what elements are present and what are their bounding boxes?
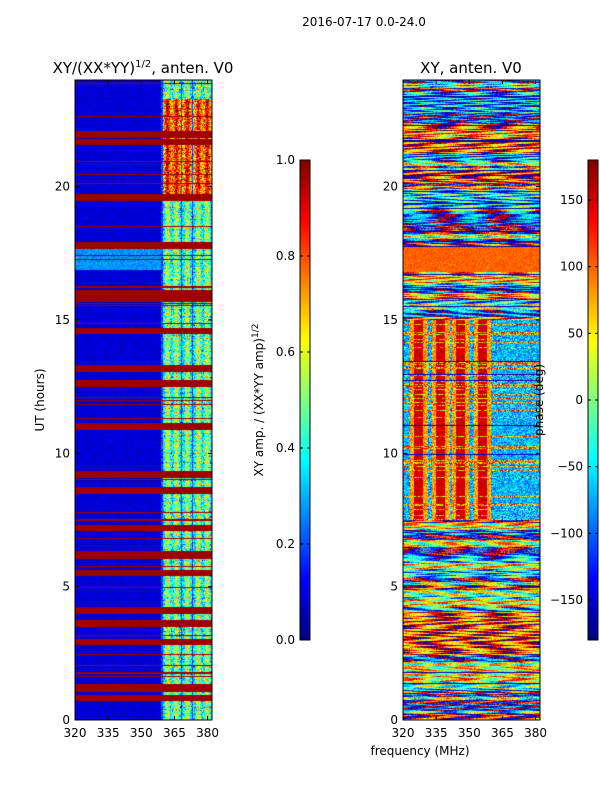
colorbar-tick-label: 50	[568, 326, 583, 340]
colorbar-tick-label: 150	[560, 193, 583, 207]
x-tick-label: 350	[130, 726, 153, 740]
colorbar-tick-label: 0.6	[276, 345, 295, 359]
panel1-frame	[74, 79, 213, 721]
colorbar-tick-label: 1.0	[276, 153, 295, 167]
x-tick-label: 365	[163, 726, 186, 740]
colorbar-tick-label: 0.0	[276, 633, 295, 647]
y-tick-label: 5	[390, 580, 398, 594]
panel2-heatmap	[403, 80, 540, 720]
y-tick-label: 10	[383, 446, 398, 460]
x-tick-label: 320	[64, 726, 87, 740]
colorbar2-ticks: −150 −100 −50 0 50 100 150	[550, 193, 598, 607]
colorbar-tick-label: −100	[550, 526, 583, 540]
x-tick-label: 335	[425, 726, 448, 740]
y-tick-label: 0	[390, 713, 398, 727]
panel1-title: XY/(XX*YY)1/2, anten. V0	[53, 59, 234, 77]
y-tick-label: 0	[62, 713, 70, 727]
x-tick-label: 320	[392, 726, 415, 740]
x-tick-label: 380	[524, 726, 547, 740]
x-tick-label: 350	[458, 726, 481, 740]
panel1-heatmap-image	[75, 80, 212, 720]
y-tick-label: 20	[383, 180, 398, 194]
panel2-heatmap-image	[403, 80, 540, 720]
x-tick-label: 380	[196, 726, 219, 740]
colorbar-tick-label: 100	[560, 260, 583, 274]
y-tick-label: 20	[55, 180, 70, 194]
colorbar-tick-label: 0.2	[276, 537, 295, 551]
panel1-ticks: 320 335 350 365 380 0 5 10 15 20	[55, 80, 219, 740]
y-tick-label: 5	[62, 580, 70, 594]
colorbar2: −150 −100 −50 0 50 100 150	[550, 159, 599, 641]
x-tick-label: 365	[491, 726, 514, 740]
y-tick-label: 15	[383, 313, 398, 327]
panel1-heatmap	[75, 80, 212, 720]
figure-title: 2016-07-17 0.0-24.0	[302, 15, 426, 29]
colorbar1-ticks: 0.0 0.2 0.4 0.6 0.8 1.0	[276, 153, 310, 647]
colorbar1: 0.0 0.2 0.4 0.6 0.8 1.0	[276, 153, 311, 647]
colorbar1-gradient	[300, 160, 310, 640]
x-tick-label: 335	[97, 726, 120, 740]
colorbar-tick-label: −150	[550, 593, 583, 607]
colorbar-tick-label: 0.4	[276, 441, 295, 455]
panel2-frame	[402, 79, 541, 721]
colorbar1-label: XY amp. / (XX*YY amp)1/2	[251, 324, 266, 477]
colorbar-tick-label: −50	[558, 460, 583, 474]
colorbar2-label: phase (deg)	[532, 364, 546, 436]
colorbar-tick-label: 0	[575, 393, 583, 407]
panel2-ticks: 320 335 350 365 380 0 5 10 15 20	[383, 80, 547, 740]
colorbar-tick-label: 0.8	[276, 249, 295, 263]
shared-xlabel: frequency (MHz)	[370, 744, 469, 758]
y-tick-label: 10	[55, 446, 70, 460]
y-tick-label: 15	[55, 313, 70, 327]
panel2-title: XY, anten. V0	[420, 59, 522, 77]
colorbar2-gradient	[588, 160, 598, 640]
panel1-ylabel: UT (hours)	[33, 368, 47, 431]
